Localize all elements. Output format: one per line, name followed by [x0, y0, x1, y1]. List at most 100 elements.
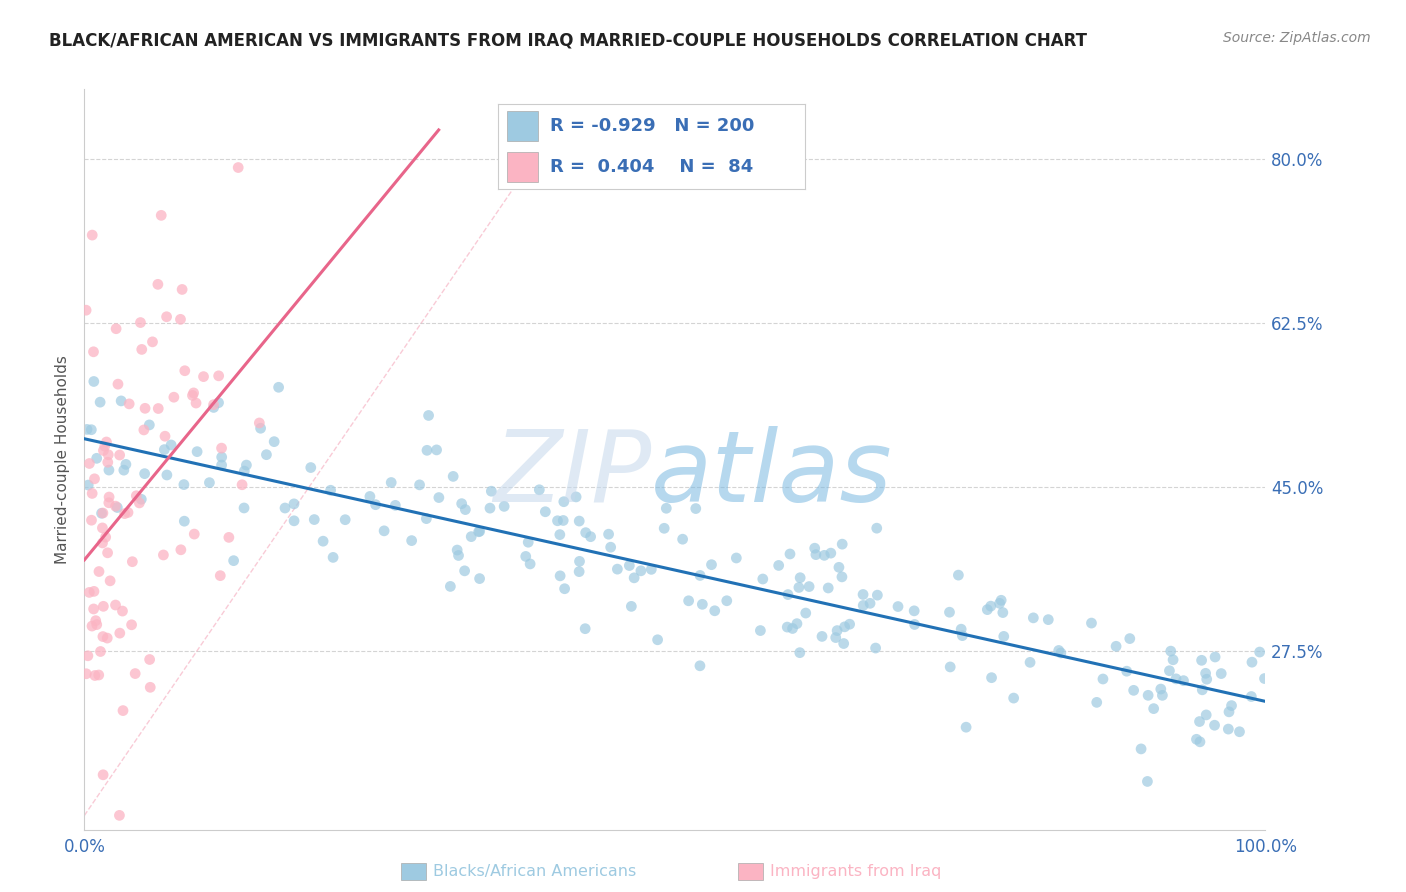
Point [553, 494, 575, 508]
Point [75, 303, 97, 318]
Point [1080, 616, 1102, 631]
Point [548, 527, 571, 541]
Text: Blacks/African Americans: Blacks/African Americans [433, 864, 637, 879]
Point [226, 161, 249, 175]
Point [384, 499, 406, 513]
Point [114, 507, 136, 521]
Point [235, 458, 257, 472]
Point [1204, 718, 1226, 732]
Point [1137, 688, 1160, 702]
Point [866, 588, 889, 602]
Point [725, 551, 748, 566]
Point [939, 660, 962, 674]
Point [446, 543, 468, 558]
Point [84, 614, 107, 628]
Point [1240, 690, 1263, 704]
Point [97, 463, 120, 477]
Point [254, 448, 277, 462]
Point [172, 282, 194, 296]
Point [1130, 742, 1153, 756]
Point [93, 443, 115, 458]
Point [789, 571, 811, 585]
Point [794, 606, 817, 620]
Point [86, 617, 108, 632]
Point [173, 514, 195, 528]
Point [599, 540, 621, 554]
Point [776, 588, 799, 602]
Y-axis label: Married-couple Households: Married-couple Households [55, 355, 70, 564]
Point [91, 506, 114, 520]
Point [267, 380, 290, 394]
Point [83, 602, 105, 616]
Point [105, 500, 128, 515]
Point [689, 658, 711, 673]
Point [186, 444, 208, 458]
Point [132, 423, 155, 437]
Point [139, 681, 162, 695]
Point [110, 393, 132, 408]
Point [1249, 645, 1271, 659]
Point [118, 397, 141, 411]
Point [415, 511, 437, 525]
Point [1185, 732, 1208, 747]
Point [950, 629, 973, 643]
Point [1188, 735, 1211, 749]
Point [82, 228, 104, 243]
Point [198, 475, 221, 490]
Point [80, 513, 103, 527]
Point [623, 571, 645, 585]
Point [1122, 683, 1144, 698]
Point [904, 617, 927, 632]
Point [441, 469, 464, 483]
Point [519, 557, 541, 571]
Point [108, 808, 131, 822]
Point [169, 312, 191, 326]
Point [820, 546, 842, 560]
Point [991, 606, 1014, 620]
Point [98, 574, 121, 588]
Point [247, 416, 270, 430]
Point [831, 537, 853, 551]
Point [1253, 672, 1275, 686]
Point [380, 475, 402, 490]
Point [938, 605, 960, 619]
Point [479, 484, 502, 499]
Point [134, 401, 156, 416]
Point [416, 443, 439, 458]
Point [76, 422, 98, 436]
Point [233, 500, 256, 515]
Point [1105, 640, 1128, 654]
Point [859, 596, 882, 610]
Point [568, 554, 591, 568]
Point [453, 564, 475, 578]
Point [160, 438, 183, 452]
Point [1119, 632, 1142, 646]
Point [364, 498, 387, 512]
Point [91, 521, 114, 535]
Point [134, 467, 156, 481]
Point [620, 599, 643, 614]
Point [283, 514, 305, 528]
Point [832, 636, 855, 650]
Point [529, 483, 551, 497]
Point [700, 558, 723, 572]
Point [202, 401, 225, 415]
Point [948, 568, 970, 582]
Point [163, 390, 186, 404]
Point [193, 369, 215, 384]
Point [1191, 653, 1213, 667]
Point [579, 530, 602, 544]
Point [515, 549, 537, 564]
Point [606, 562, 628, 576]
Point [534, 505, 557, 519]
Point [418, 409, 440, 423]
Point [1195, 672, 1218, 686]
Point [980, 599, 1002, 614]
Point [79, 457, 101, 471]
Point [125, 489, 148, 503]
Point [211, 458, 233, 472]
Point [568, 514, 591, 528]
Point [825, 624, 848, 638]
Point [447, 549, 470, 563]
Point [834, 620, 856, 634]
